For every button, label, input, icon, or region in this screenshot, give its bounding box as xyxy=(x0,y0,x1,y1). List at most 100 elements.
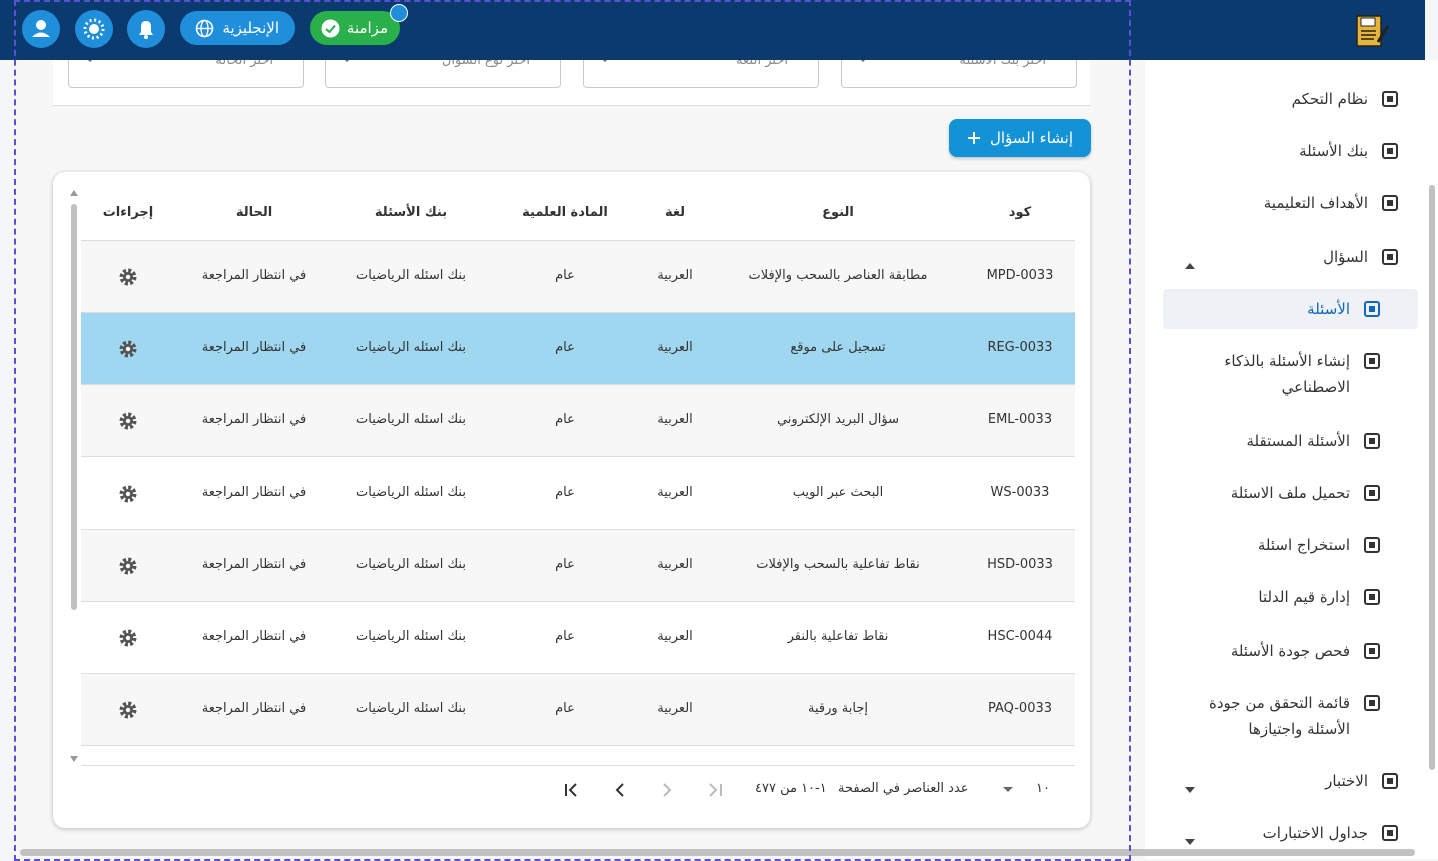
sidebar-item[interactable]: الأسئلة المستقلة xyxy=(1246,432,1350,450)
sidebar-item[interactable]: استخراج اسئلة xyxy=(1257,536,1350,554)
table-cell: عام xyxy=(555,412,575,428)
actions-gear[interactable] xyxy=(118,267,138,287)
sidebar-item[interactable]: الاختبار xyxy=(1325,772,1368,790)
sidebar-icon xyxy=(1362,483,1382,503)
header-divider xyxy=(81,240,1075,241)
table-cell: HSD-0033 xyxy=(987,556,1053,572)
column-header: كود xyxy=(1008,205,1032,220)
page-range: ١-١٠ من ٤٧٧ xyxy=(755,781,827,796)
create-question-button[interactable]: إنشاء السؤال xyxy=(949,119,1091,157)
table-cell: عام xyxy=(555,556,575,572)
sidebar-icon xyxy=(1380,89,1400,109)
language-button[interactable]: الإنجليزية xyxy=(180,11,295,45)
table-cell: العربية xyxy=(657,701,693,717)
table-cell: عام xyxy=(555,268,575,283)
sync-indicator xyxy=(390,4,408,22)
sidebar-item[interactable]: إنشاء الأسئلة بالذكاء الاصطناعي xyxy=(1224,352,1350,396)
table-row[interactable] xyxy=(81,457,1075,530)
sidebar-icon xyxy=(1380,141,1400,161)
create-label: إنشاء السؤال xyxy=(989,129,1073,147)
table-cell: بنك اسئله الرياضيات xyxy=(356,412,466,428)
profile-button[interactable] xyxy=(22,10,60,48)
table-row[interactable] xyxy=(81,674,1075,747)
actions-gear[interactable] xyxy=(118,556,138,576)
table-row[interactable] xyxy=(81,313,1075,386)
table-cell: بنك اسئله الرياضيات xyxy=(356,268,466,283)
sidebar-icon xyxy=(1362,587,1382,607)
column-header: النوع xyxy=(822,205,854,220)
sidebar-scrollbar xyxy=(1429,185,1435,770)
table-cell: نقاط تفاعلية بالنقر xyxy=(787,629,889,644)
sidebar-item[interactable]: فحص جودة الأسئلة xyxy=(1230,642,1350,660)
table-cell: العربية xyxy=(657,412,693,428)
sidebar-item[interactable]: جداول الاختبارات xyxy=(1262,824,1368,842)
table-cell: بنك اسئله الرياضيات xyxy=(356,340,466,356)
sidebar-icon xyxy=(1380,823,1400,843)
sidebar-icon xyxy=(1362,431,1382,451)
sync-label: مزامنة xyxy=(346,19,388,37)
sidebar-item[interactable]: إدارة قيم الدلتا xyxy=(1258,588,1350,606)
column-header: الحالة xyxy=(235,205,273,220)
table-cell: بنك اسئله الرياضيات xyxy=(356,484,466,500)
sidebar-item[interactable]: بنك الأسئلة xyxy=(1299,142,1368,160)
sidebar-icon xyxy=(1380,771,1400,791)
sidebar-icon xyxy=(1362,535,1382,555)
table-row[interactable] xyxy=(81,241,1075,313)
pagination-controls[interactable] xyxy=(560,780,730,800)
table-cell: في انتظار المراجعة xyxy=(201,484,307,500)
selection-outline xyxy=(14,0,1131,861)
table-cell: في انتظار المراجعة xyxy=(201,629,307,644)
table-cell: العربية xyxy=(657,629,693,644)
actions-gear[interactable] xyxy=(118,700,138,720)
table-cell: العربية xyxy=(657,484,693,500)
actions-gear[interactable] xyxy=(118,484,138,504)
notifications-button[interactable] xyxy=(127,10,165,48)
actions-gear[interactable] xyxy=(118,339,138,359)
actions-gear[interactable] xyxy=(118,411,138,431)
theme-button[interactable] xyxy=(75,10,113,48)
sidebar-icon xyxy=(1380,247,1400,267)
sidebar-icon xyxy=(1380,193,1400,213)
page-size-arrow[interactable] xyxy=(1002,786,1014,794)
sync-button[interactable]: مزامنة xyxy=(310,11,400,45)
page-size[interactable]: ١٠ xyxy=(1036,781,1050,796)
column-header: بنك الأسئلة xyxy=(374,205,448,220)
sidebar-caret xyxy=(1185,830,1195,845)
table-cell: العربية xyxy=(657,556,693,572)
table-cell: في انتظار المراجعة xyxy=(201,340,307,356)
sidebar-icon xyxy=(1362,693,1382,713)
scroll-down xyxy=(70,756,78,762)
active-item-bg xyxy=(1163,289,1418,329)
pagination-divider xyxy=(81,765,1075,766)
top-bar: الإنجليزية مزامنة xyxy=(0,0,1425,60)
table-row[interactable] xyxy=(81,529,1075,602)
sidebar-icon xyxy=(1362,299,1382,319)
table-cell: العربية xyxy=(657,268,693,283)
table-cell: مطابقة العناصر بالسحب والإفلات xyxy=(748,268,928,283)
page-size-label: عدد العناصر في الصفحة xyxy=(838,781,969,796)
scroll-up xyxy=(70,190,78,196)
sidebar-item[interactable]: تحميل ملف الاسئلة xyxy=(1230,484,1350,502)
actions-gear[interactable] xyxy=(118,628,138,648)
table-cell: PAQ-0033 xyxy=(987,701,1053,717)
table-cell: في انتظار المراجعة xyxy=(201,412,307,428)
table-cell: في انتظار المراجعة xyxy=(201,556,307,572)
column-header: لغة xyxy=(664,205,686,220)
table-cell: عام xyxy=(555,340,575,356)
sidebar-icon xyxy=(1362,641,1382,661)
table-cell: العربية xyxy=(657,340,693,356)
sidebar-item[interactable]: نظام التحكم xyxy=(1291,90,1368,108)
table-cell: سؤال البريد الإلكتروني xyxy=(776,412,900,428)
table-row[interactable] xyxy=(81,602,1075,674)
sidebar-item[interactable]: السؤال xyxy=(1323,248,1368,266)
table-cell: بنك اسئله الرياضيات xyxy=(356,629,466,644)
table-cell: عام xyxy=(555,629,575,644)
table-cell: عام xyxy=(555,701,575,717)
table-row[interactable] xyxy=(81,385,1075,458)
table-cell: عام xyxy=(555,484,575,500)
sidebar-item[interactable]: الأسئلة xyxy=(1307,300,1350,318)
sidebar-item[interactable]: قائمة التحقق من جودة الأسئلة واجتيازها xyxy=(1209,694,1350,738)
sidebar-icon xyxy=(1362,351,1382,371)
plus-icon xyxy=(968,132,980,144)
sidebar-item[interactable]: الأهداف التعليمية xyxy=(1263,194,1368,212)
